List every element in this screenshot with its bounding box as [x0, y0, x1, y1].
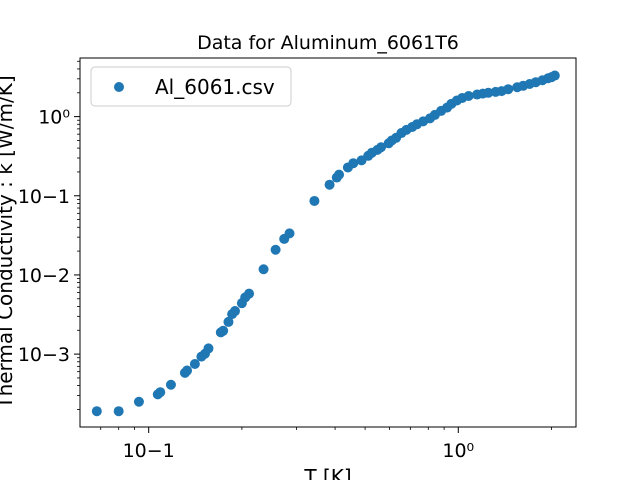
scatter-points: [91, 70, 560, 417]
data-point: [155, 387, 166, 398]
data-point: [334, 169, 345, 180]
data-point: [348, 158, 359, 169]
y-tick-label: 10⁰: [38, 107, 70, 129]
data-point: [324, 179, 335, 190]
data-point: [203, 343, 214, 354]
legend: Al_6061.csv: [90, 66, 292, 107]
data-point: [309, 195, 320, 206]
data-point: [258, 264, 269, 275]
data-point: [91, 406, 102, 417]
y-tick-label: 10−1: [18, 186, 70, 208]
data-point: [165, 379, 176, 390]
plot-frame: [79, 57, 577, 428]
data-point: [463, 91, 474, 102]
data-point: [113, 406, 124, 417]
data-point: [182, 365, 193, 376]
legend-label: Al_6061.csv: [155, 75, 275, 99]
data-point: [483, 87, 494, 98]
data-point: [223, 316, 234, 327]
data-point: [376, 142, 387, 153]
y-tick-label: 10−2: [18, 265, 70, 287]
x-tick-label: 10−1: [123, 440, 175, 462]
data-point: [189, 358, 200, 369]
y-tick-label: 10−3: [18, 344, 70, 366]
data-point: [133, 396, 144, 407]
data-point: [270, 244, 281, 255]
x-axis-label: T [K]: [303, 465, 351, 480]
x-tick-label: 10⁰: [442, 440, 474, 462]
data-point: [284, 228, 295, 239]
chart-title: Data for Aluminum_6061T6: [197, 32, 459, 54]
y-axis-label: Thermal Conductivity : k [W/m/K]: [0, 75, 17, 409]
legend-marker: [114, 82, 124, 92]
axis-ticks: 10−1 10⁰ 10−3 10−2 10−1 10⁰: [18, 60, 552, 462]
legend-box: [90, 66, 292, 107]
data-point: [503, 84, 514, 95]
data-point: [229, 306, 240, 317]
data-point: [549, 70, 560, 81]
data-point: [244, 288, 255, 299]
data-point: [218, 325, 229, 336]
